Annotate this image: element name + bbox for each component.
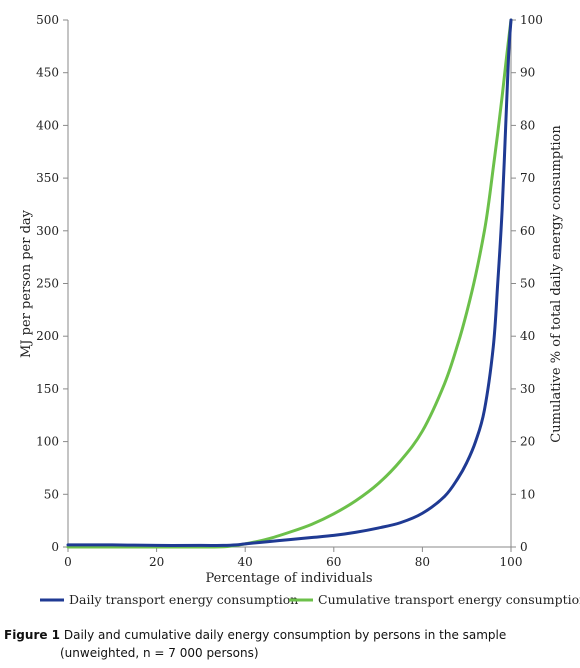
figure-caption: Figure 1 Daily and cumulative daily ener… (4, 626, 576, 662)
caption-line-2: (unweighted, n = 7 000 persons) (4, 644, 576, 662)
caption-label: Figure 1 (4, 628, 61, 642)
legend: Daily transport energy consumption Cumul… (40, 592, 580, 607)
y-tick-label: 300 (36, 224, 59, 238)
y2-tick-label: 50 (520, 277, 535, 291)
tick-labels: 0501001502002503003504004505000102030405… (36, 13, 543, 569)
caption-line-1: Figure 1 Daily and cumulative daily ener… (4, 626, 576, 644)
y-tick-label: 400 (36, 118, 59, 132)
y-tick-label: 200 (36, 329, 59, 343)
y-tick-label: 100 (36, 435, 59, 449)
x-tick-label: 0 (64, 555, 72, 569)
caption-text-1: Daily and cumulative daily energy consum… (63, 628, 507, 642)
y2-tick-label: 70 (520, 171, 535, 185)
y-tick-label: 50 (44, 487, 59, 501)
caption-text-2: (unweighted, n = 7 000 persons) (60, 646, 259, 660)
y2-tick-label: 30 (520, 382, 535, 396)
y2-tick-label: 0 (520, 540, 528, 554)
y-tick-label: 500 (36, 13, 59, 27)
plot-area (68, 20, 511, 547)
legend-label-cumulative: Cumulative transport energy consumption (318, 592, 580, 607)
x-tick-label: 100 (500, 555, 523, 569)
y2-tick-label: 100 (520, 13, 543, 27)
x-axis-title: Percentage of individuals (205, 571, 372, 586)
y-tick-label: 350 (36, 171, 59, 185)
plot-background (68, 20, 511, 547)
x-tick-label: 40 (238, 555, 253, 569)
y-tick-label: 150 (36, 382, 59, 396)
legend-label-daily: Daily transport energy consumption (69, 592, 298, 607)
x-tick-label: 60 (326, 555, 341, 569)
y2-axis-title: Cumulative % of total daily energy consu… (549, 125, 564, 443)
series-line-daily (66, 18, 513, 547)
y2-tick-label: 10 (520, 487, 535, 501)
y2-tick-label: 20 (520, 435, 535, 449)
y2-tick-label: 90 (520, 66, 535, 80)
y-axis-title: MJ per person per day (19, 209, 34, 358)
y2-tick-label: 40 (520, 329, 535, 343)
series-lines (66, 18, 513, 549)
y-tick-label: 450 (36, 66, 59, 80)
y2-tick-label: 60 (520, 224, 535, 238)
y-tick-label: 250 (36, 277, 59, 291)
y-tick-label: 0 (51, 540, 59, 554)
x-tick-label: 20 (149, 555, 164, 569)
x-tick-label: 80 (415, 555, 430, 569)
y2-tick-label: 80 (520, 118, 535, 132)
